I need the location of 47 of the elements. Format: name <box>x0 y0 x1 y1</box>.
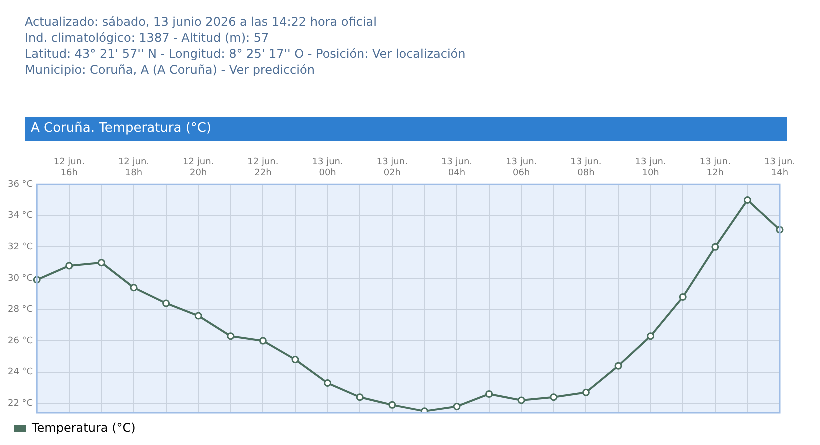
point <box>356 394 364 402</box>
point <box>647 332 655 340</box>
x-tick-label: 13 jun. 12h <box>700 158 731 179</box>
point <box>388 401 396 409</box>
text: Ind. climatológico: 1387 - Altitud (m): 57 <box>25 30 270 46</box>
point <box>66 262 74 270</box>
x-tick-label: 12 jun. 18h <box>118 158 150 179</box>
point <box>614 362 622 370</box>
point <box>162 300 170 308</box>
x-tick-label: 12 jun. 22h <box>248 158 279 179</box>
point <box>518 396 526 404</box>
x-tick-label: 13 jun. 04h <box>441 158 473 179</box>
y-tick-label: 24 °C <box>8 368 34 378</box>
point <box>453 402 461 410</box>
legend-label: Temperatura (°C) <box>31 421 136 436</box>
text: Actualizado: sábado, 13 junio 2026 a las 14:22 hora oficial <box>25 14 378 30</box>
point <box>194 312 202 320</box>
point <box>130 284 138 292</box>
point <box>227 332 235 340</box>
x-tick-label: 13 jun. 06h <box>506 158 538 179</box>
x-tick-label: 13 jun. 10h <box>635 158 666 179</box>
point <box>679 293 687 301</box>
x-tick-label: 12 jun. 20h <box>183 158 214 179</box>
x-tick-label: 12 jun. 16h <box>54 158 85 179</box>
y-tick-label: 34 °C <box>8 211 34 222</box>
point <box>292 356 300 364</box>
text: Latitud: 43° 21' 57'' N - Longitud: 8° 25' 17'' O - Posición: Ver localización <box>25 46 466 62</box>
x-tick-label: 13 jun. 00h <box>312 158 344 179</box>
point <box>582 388 590 396</box>
x-tick-label: 13 jun. 08h <box>570 158 602 179</box>
y-tick-label: 22 °C <box>8 398 34 409</box>
y-tick-label: 36 °C <box>8 180 34 190</box>
point <box>712 243 720 251</box>
chart-title: A Coruña. Temperatura (°C) <box>25 117 787 141</box>
point <box>259 337 267 345</box>
point <box>98 259 106 267</box>
y-tick-label: 32 °C <box>8 242 34 253</box>
point <box>744 196 752 204</box>
point <box>324 380 332 388</box>
point <box>550 394 558 402</box>
x-tick-label: 13 jun. 14h <box>764 158 796 179</box>
x-tick-label: 13 jun. 02h <box>376 158 408 179</box>
y-tick-label: 28 °C <box>8 305 34 316</box>
y-tick-label: 30 °C <box>8 274 34 284</box>
point <box>486 390 494 398</box>
text: Municipio: Coruña, A (A Coruña) - Ver predicción <box>25 62 316 78</box>
y-tick-label: 26 °C <box>8 336 34 346</box>
